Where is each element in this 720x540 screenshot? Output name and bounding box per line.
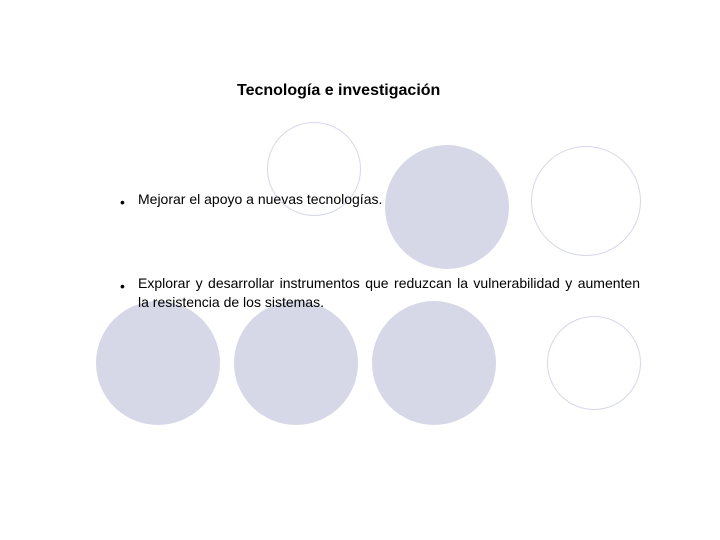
- bg-circle-6: [547, 316, 641, 410]
- bullet-dot-icon: •: [120, 277, 125, 296]
- bullet-dot-icon: •: [120, 193, 125, 212]
- bg-circle-5: [372, 301, 496, 425]
- bg-circle-4: [234, 301, 358, 425]
- bullet-item-0: • Mejorar el apoyo a nuevas tecnologías.: [120, 190, 640, 209]
- bullet-item-1: • Explorar y desarrollar instrumentos qu…: [120, 274, 640, 312]
- bullet-text: Explorar y desarrollar instrumentos que …: [120, 274, 640, 312]
- bullet-text: Mejorar el apoyo a nuevas tecnologías.: [120, 190, 640, 209]
- bg-circle-3: [96, 301, 220, 425]
- slide-title: Tecnología e investigación: [237, 82, 440, 100]
